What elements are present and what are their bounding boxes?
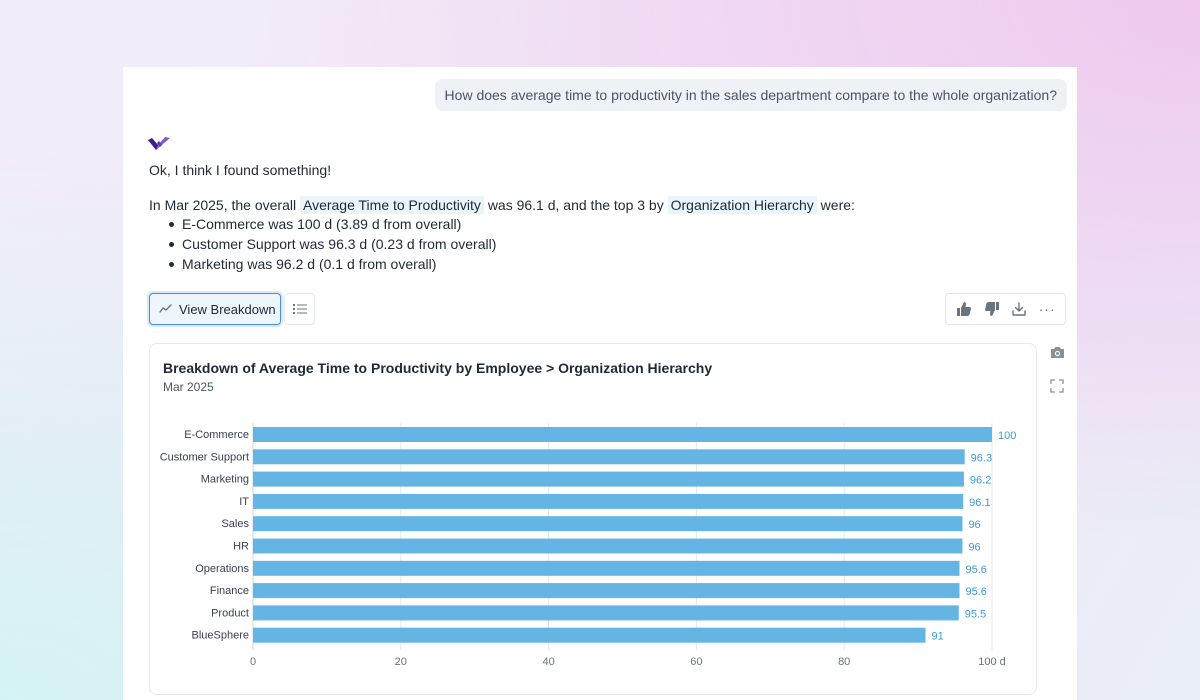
category-label: Customer Support	[160, 451, 249, 463]
category-label: Sales	[221, 518, 249, 530]
chart-title: Breakdown of Average Time to Productivit…	[163, 360, 713, 376]
category-label: IT	[239, 496, 249, 508]
category-label: Product	[211, 607, 249, 619]
thumbs-down-button[interactable]	[979, 296, 1005, 322]
x-tick-label: 80	[838, 656, 850, 668]
x-tick-label: 0	[250, 656, 256, 668]
bar	[253, 627, 926, 643]
value-label: 96	[968, 542, 980, 554]
category-label: Operations	[195, 563, 249, 575]
trend-line-icon	[159, 304, 172, 313]
thumbs-up-button[interactable]	[951, 296, 977, 322]
category-label: Finance	[210, 585, 249, 597]
chart-subtitle: Mar 2025	[163, 380, 214, 394]
value-label: 95.6	[965, 564, 986, 576]
bar	[253, 538, 963, 554]
list-icon	[292, 304, 307, 314]
list-view-button[interactable]	[284, 293, 315, 325]
value-label: 95.5	[965, 608, 986, 620]
user-message-bubble: How does average time to productivity in…	[434, 79, 1067, 111]
bar	[253, 583, 960, 599]
x-tick-label: 100 d	[978, 656, 1006, 668]
x-tick-label: 60	[690, 656, 702, 668]
value-label: 96	[968, 519, 980, 531]
bar	[253, 516, 963, 532]
thumbs-up-icon	[956, 302, 971, 316]
summary-mid: was 96.1 d, and the top 3 by	[487, 197, 664, 213]
more-options-button[interactable]: ···	[1038, 301, 1056, 317]
brand-check-logo	[148, 137, 170, 150]
expand-icon	[1050, 379, 1064, 393]
summary-suffix: were:	[820, 197, 855, 213]
bar	[253, 560, 960, 576]
chart-card: Breakdown of Average Time to Productivit…	[149, 343, 1037, 695]
summary-bullet: Customer Support was 96.3 d (0.23 d from…	[167, 234, 496, 254]
chat-panel: How does average time to productivity in…	[123, 67, 1077, 700]
summary-bullets: E-Commerce was 100 d (3.89 d from overal…	[167, 214, 496, 274]
bar	[253, 605, 959, 621]
x-tick-label: 20	[395, 656, 407, 668]
dimension-chip[interactable]: Organization Hierarchy	[667, 196, 817, 214]
screenshot-button[interactable]	[1047, 342, 1067, 362]
feedback-toolbar: ···	[945, 293, 1066, 325]
summary-bullet: E-Commerce was 100 d (3.89 d from overal…	[167, 214, 496, 234]
thumbs-down-icon	[984, 302, 999, 316]
view-breakdown-button[interactable]: View Breakdown	[149, 293, 281, 325]
value-label: 95.6	[965, 586, 986, 598]
bar	[253, 493, 964, 509]
value-label: 96.3	[971, 452, 992, 464]
value-label: 100	[998, 430, 1016, 442]
summary-bullet: Marketing was 96.2 d (0.1 d from overall…	[167, 254, 496, 274]
expand-button[interactable]	[1047, 376, 1067, 396]
bar	[253, 449, 965, 465]
download-button[interactable]	[1006, 296, 1032, 322]
bar	[253, 427, 992, 442]
bar-chart: 0 20 40 60 80 100 d E-Commerce 100 Customer Supp…	[160, 423, 1016, 668]
category-label: HR	[233, 541, 249, 553]
summary-prefix: In Mar 2025, the overall	[149, 197, 297, 213]
camera-icon	[1050, 346, 1064, 358]
bar	[253, 471, 964, 487]
view-breakdown-label: View Breakdown	[179, 301, 276, 317]
assistant-greeting: Ok, I think I found something!	[149, 162, 332, 178]
value-label: 91	[931, 631, 943, 643]
x-tick-label: 40	[542, 656, 554, 668]
value-label: 96.1	[969, 497, 990, 509]
assistant-summary: In Mar 2025, the overall Average Time to…	[149, 195, 855, 215]
download-icon	[1012, 302, 1027, 316]
metric-chip[interactable]: Average Time to Productivity	[299, 196, 484, 214]
value-label: 96.2	[970, 475, 991, 487]
category-label: E-Commerce	[184, 429, 249, 441]
category-label: BlueSphere	[192, 630, 250, 642]
category-label: Marketing	[201, 474, 249, 486]
